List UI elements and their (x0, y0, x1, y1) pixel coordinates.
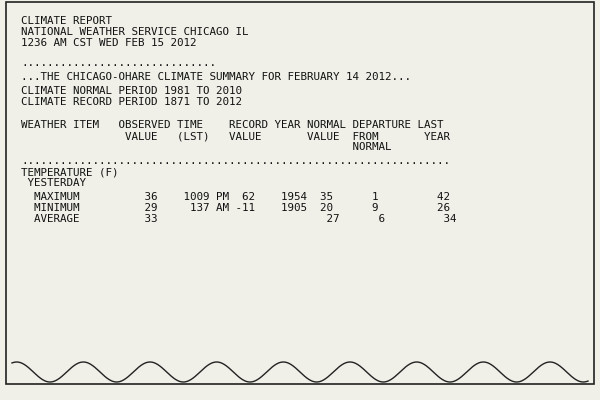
Text: ..................................................................: ........................................… (21, 156, 450, 166)
Text: NATIONAL WEATHER SERVICE CHICAGO IL: NATIONAL WEATHER SERVICE CHICAGO IL (21, 27, 248, 37)
Text: VALUE   (LST)   VALUE       VALUE  FROM       YEAR: VALUE (LST) VALUE VALUE FROM YEAR (21, 131, 450, 141)
Text: AVERAGE          33                          27      6         34: AVERAGE 33 27 6 34 (21, 214, 457, 224)
Text: 1236 AM CST WED FEB 15 2012: 1236 AM CST WED FEB 15 2012 (21, 38, 197, 48)
Text: MINIMUM          29     137 AM -11    1905  20      9         26: MINIMUM 29 137 AM -11 1905 20 9 26 (21, 203, 450, 213)
Text: CLIMATE NORMAL PERIOD 1981 TO 2010: CLIMATE NORMAL PERIOD 1981 TO 2010 (21, 86, 242, 96)
Text: YESTERDAY: YESTERDAY (21, 178, 86, 188)
Text: ..............................: .............................. (21, 58, 216, 68)
Text: CLIMATE RECORD PERIOD 1871 TO 2012: CLIMATE RECORD PERIOD 1871 TO 2012 (21, 97, 242, 107)
Text: WEATHER ITEM   OBSERVED TIME    RECORD YEAR NORMAL DEPARTURE LAST: WEATHER ITEM OBSERVED TIME RECORD YEAR N… (21, 120, 443, 130)
Text: TEMPERATURE (F): TEMPERATURE (F) (21, 167, 119, 177)
Text: MAXIMUM          36    1009 PM  62    1954  35      1         42: MAXIMUM 36 1009 PM 62 1954 35 1 42 (21, 192, 450, 202)
FancyBboxPatch shape (6, 2, 594, 384)
Text: ...THE CHICAGO-OHARE CLIMATE SUMMARY FOR FEBRUARY 14 2012...: ...THE CHICAGO-OHARE CLIMATE SUMMARY FOR… (21, 72, 411, 82)
Text: NORMAL: NORMAL (21, 142, 392, 152)
Text: CLIMATE REPORT: CLIMATE REPORT (21, 16, 112, 26)
